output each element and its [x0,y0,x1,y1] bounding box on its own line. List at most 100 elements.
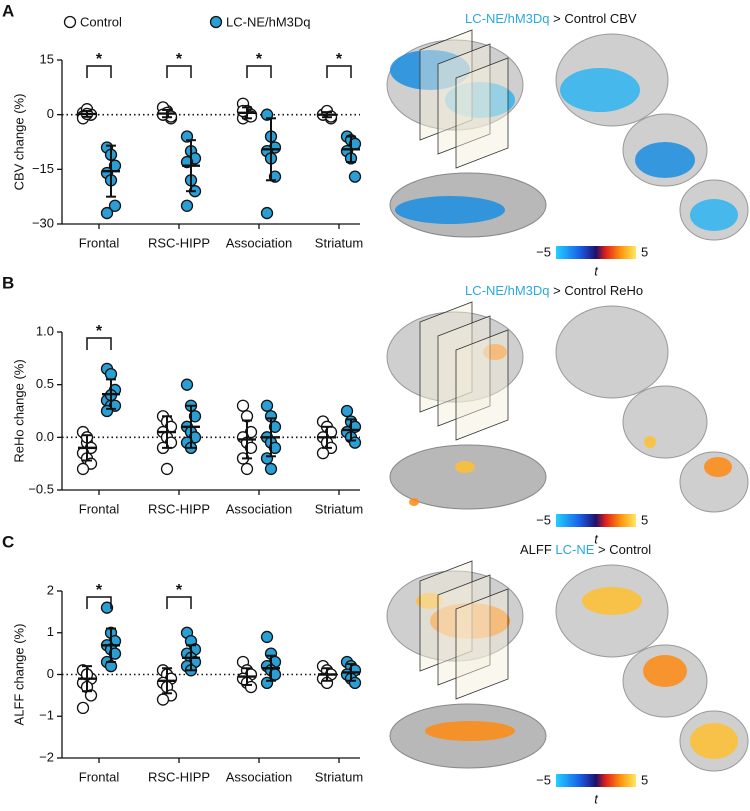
data-point [236,399,250,412]
x-tick-label: Striatum [315,769,363,784]
data-point [156,693,170,706]
data-point [268,441,282,455]
significance-bracket [86,337,112,350]
y-tick-label: 15 [40,51,54,66]
activation-blob [390,50,470,90]
panel-letter: C [2,532,14,551]
y-axis-title: ALFF change (%) [11,624,26,726]
slice-plane [437,574,491,686]
activation-blob [409,498,419,506]
colorbar-label: t [594,263,599,278]
data-point [340,404,354,418]
y-tick-label: −2 [39,749,54,764]
x-tick-label: RSC-HIPP [148,769,210,784]
colorbar [556,514,636,527]
map-title-part: LC-NE [555,542,594,557]
significance-star: * [176,582,183,599]
colorbar-max: 5 [641,244,648,259]
colorbar-max: 5 [641,772,648,787]
map-title-part: > Control CBV [550,11,637,26]
legend-swatch [209,15,223,29]
x-tick-label: RSC-HIPP [148,235,210,250]
y-axis-title: ReHo change (%) [11,359,26,462]
brain-coronal [622,385,708,459]
y-tick-label: 1 [47,624,54,639]
y-tick-label: −1 [39,708,54,723]
y-tick-label: 2 [47,582,54,597]
data-point [260,630,274,644]
data-point [108,647,122,660]
activation-blob [483,344,507,360]
y-tick-label: −30 [32,215,54,230]
data-point [180,199,194,212]
panel-letter: B [2,273,14,292]
activation-blob [455,461,475,473]
legend-label: LC-NE/hM3Dq [226,14,311,29]
activation-blob [445,82,515,118]
brain-images [386,301,749,513]
activation-blob [690,199,738,231]
activation-blob [416,593,444,609]
x-tick-label: Association [226,235,292,250]
significance-star: * [256,51,263,68]
colorbar-min: −5 [536,244,551,259]
activation-blob [690,723,738,759]
brain-sagittal [389,444,547,510]
activation-blob [582,587,642,615]
x-tick-label: Association [226,501,292,516]
x-tick-label: RSC-HIPP [148,501,210,516]
slice-plane [455,57,509,169]
panel-letter: A [2,1,14,20]
activation-blob [644,436,656,448]
significance-bracket [166,596,192,609]
significance-star: * [96,51,103,68]
map-title-part: LC-NE/hM3Dq [465,11,550,26]
data-point [108,199,122,212]
significance-bracket [246,65,272,78]
data-point [260,206,274,220]
map-title-part: > Control ReHo [550,283,644,298]
slice-plane [455,329,509,441]
data-point [104,367,118,381]
x-tick-label: Frontal [79,769,120,784]
slice-plane [437,43,491,155]
data-point [260,399,274,412]
map-title: ALFF LC-NE > Control [520,542,651,557]
x-tick-label: Striatum [315,501,363,516]
slice-plane [419,560,473,672]
map-title-part: ALFF [520,542,555,557]
significance-star: * [176,51,183,68]
colorbar-label: t [594,531,599,546]
significance-star: * [336,51,343,68]
significance-bracket [326,65,352,78]
brain-coronal [555,305,669,399]
data-point [244,441,258,455]
map-title: LC-NE/hM3Dq > Control CBV [465,11,637,26]
brain-images [386,560,749,772]
y-axis-title: CBV change (%) [11,94,26,191]
data-point [100,601,114,614]
slice-plane [419,29,473,141]
map-title-part: > Control [594,542,651,557]
data-point [268,420,282,433]
x-tick-label: Striatum [315,235,363,250]
colorbar [556,774,636,787]
legend-swatch [63,15,77,29]
activation-blob [560,68,640,112]
data-point [160,462,174,476]
colorbar-min: −5 [536,512,551,527]
map-title-part: LC-NE/hM3Dq [465,283,550,298]
x-tick-label: Frontal [79,235,120,250]
data-point [100,206,114,220]
colorbar [556,246,636,259]
colorbar-min: −5 [536,772,551,787]
brain-images [386,29,749,241]
data-point [316,446,330,460]
significance-star: * [96,323,103,340]
slice-plane [419,301,473,413]
map-title: LC-NE/hM3Dq > Control ReHo [465,283,643,298]
activation-blob [635,142,695,178]
x-tick-label: Frontal [79,501,120,516]
significance-bracket [166,65,192,78]
significance-star: * [96,582,103,599]
